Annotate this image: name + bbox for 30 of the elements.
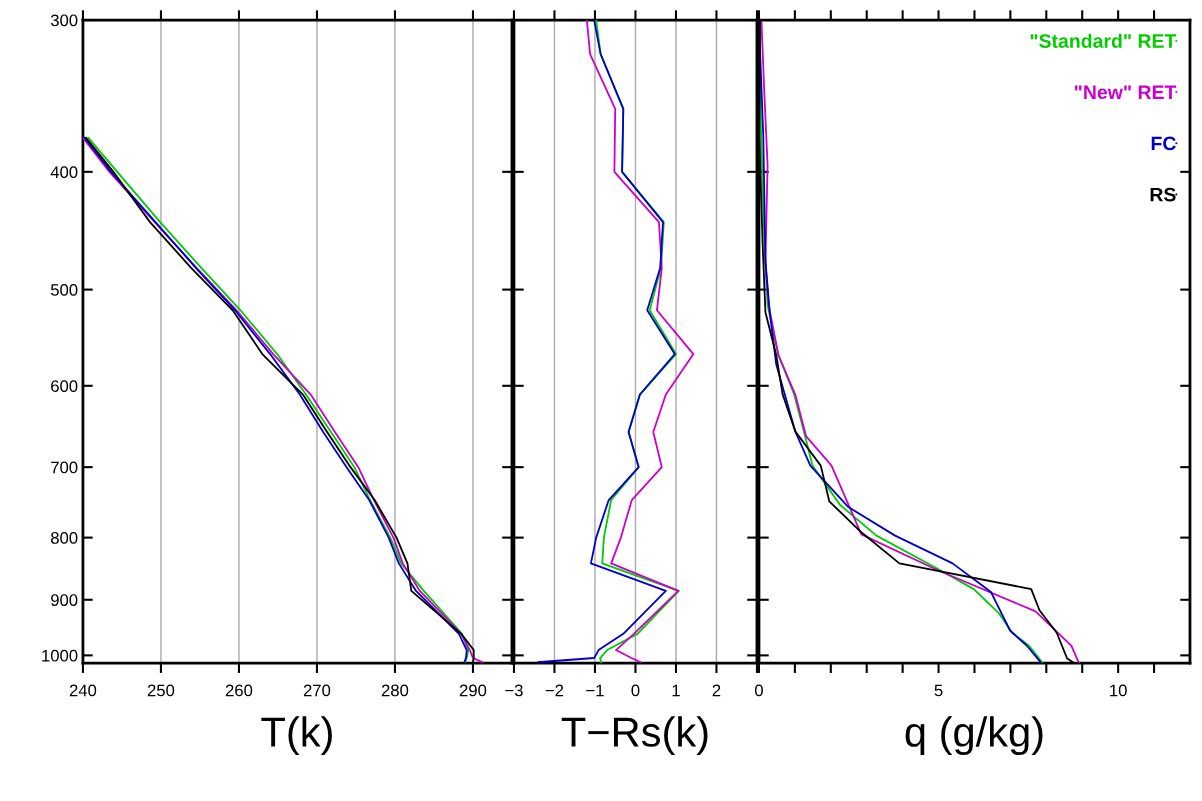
- x-tick-label: −1: [586, 684, 604, 697]
- x-tick-label: 240: [69, 684, 97, 697]
- x-tick-label: 250: [147, 684, 175, 697]
- x-tick-label: 290: [459, 684, 487, 697]
- legend-label: RS: [1150, 187, 1176, 202]
- y-tick-label: 600: [51, 380, 78, 393]
- y-tick-label: 700: [51, 461, 78, 474]
- y-tick-label: 1000: [42, 649, 78, 662]
- x-tick-label: −3: [505, 684, 523, 697]
- x-axis-title: T−Rs(k): [561, 716, 708, 756]
- legend-label: "Standard" RET: [1030, 33, 1177, 48]
- x-tick-label: 0: [754, 684, 763, 697]
- x-axis-title: q (g/kg): [905, 716, 1043, 756]
- x-tick-label: 260: [225, 684, 253, 697]
- x-tick-label: 270: [303, 684, 331, 697]
- x-tick-label: 10: [1110, 684, 1127, 697]
- x-axis-title: T(k): [261, 716, 332, 756]
- y-tick-label: 900: [51, 594, 78, 606]
- y-tick-label: 400: [50, 166, 78, 179]
- x-tick-label: 280: [381, 684, 409, 697]
- x-tick-label: 2: [712, 684, 721, 697]
- x-tick-label: 1: [672, 684, 680, 697]
- legend-label: FC: [1151, 136, 1176, 151]
- y-tick-label: 800: [51, 532, 78, 544]
- y-tick-label: 500: [50, 283, 78, 296]
- y-tick-label: 300: [50, 14, 78, 27]
- x-tick-label: 0: [631, 684, 640, 697]
- x-tick-label: 5: [934, 684, 943, 697]
- x-tick-label: −2: [545, 684, 564, 697]
- legend-label: "New" RET: [1074, 85, 1177, 100]
